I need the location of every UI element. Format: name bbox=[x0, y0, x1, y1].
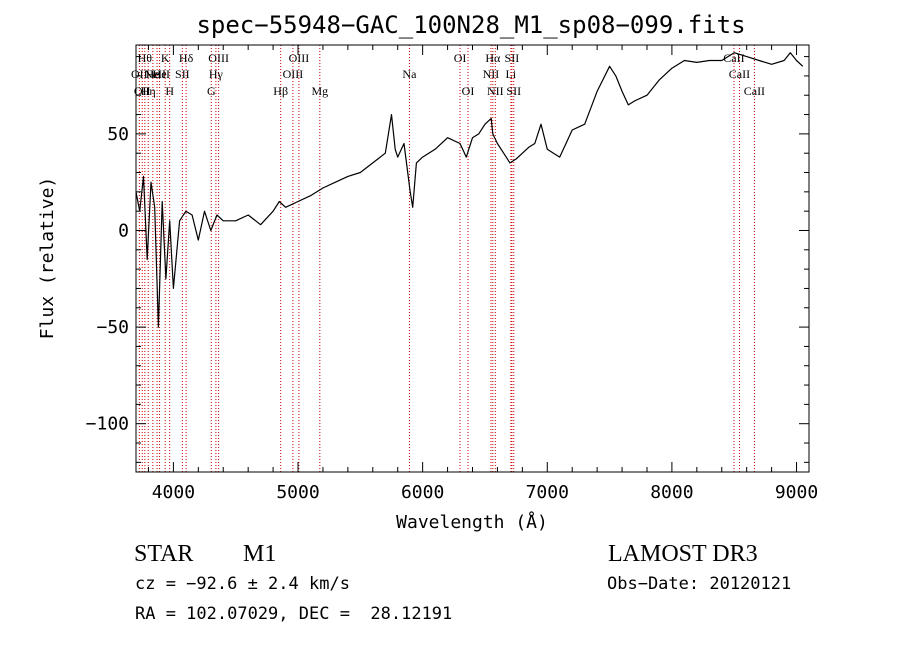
spectral-line-label: He bbox=[146, 67, 160, 81]
spectral-line-label: Hη bbox=[141, 84, 156, 98]
spectral-line-label: OIII bbox=[208, 51, 229, 65]
object-subclass: M1 bbox=[243, 541, 277, 567]
spectrum-line bbox=[135, 52, 804, 328]
spectral-line-label: CaII bbox=[744, 84, 765, 98]
spectral-line-markers bbox=[138, 45, 755, 472]
spectral-line-label: K bbox=[161, 51, 170, 65]
chart-title: spec−55948−GAC_100N28_M1_sp08−099.fits bbox=[196, 11, 745, 39]
spectral-line-label: Na bbox=[402, 67, 417, 81]
spectral-line-label: NII bbox=[483, 67, 500, 81]
spectral-line-label: Hδ bbox=[179, 51, 194, 65]
object-class: STAR bbox=[134, 541, 194, 567]
spectral-line-label: OIII bbox=[289, 51, 310, 65]
ra-dec: RA = 102.07029, DEC = 28.12191 bbox=[135, 604, 453, 624]
spectrum-plot bbox=[135, 52, 804, 328]
spectral-line-label: NeIII bbox=[144, 67, 170, 81]
spectral-line-label: CaII bbox=[729, 67, 750, 81]
x-tick-label: 5000 bbox=[276, 482, 319, 503]
x-tick-label: 4000 bbox=[152, 482, 195, 503]
x-tick-label: 8000 bbox=[650, 482, 693, 503]
spectral-line-label: SII bbox=[175, 67, 190, 81]
spectral-line-label: Hγ bbox=[209, 67, 224, 81]
axis-ticks: 4000 5000 6000 7000 8000 9000 −100 −50 0 50 bbox=[86, 45, 818, 503]
spectral-line-label: H bbox=[165, 84, 174, 98]
spectral-line-label: G bbox=[207, 84, 216, 98]
spectral-line-label: OI bbox=[462, 84, 475, 98]
y-tick-label: 0 bbox=[118, 220, 129, 241]
plot-frame bbox=[135, 44, 810, 473]
spectral-line-label: Hθ bbox=[138, 51, 153, 65]
spectral-line-label: OI bbox=[454, 51, 467, 65]
spectral-line-label: Li bbox=[506, 67, 517, 81]
x-axis-label: Wavelength (Å) bbox=[396, 511, 548, 533]
redshift-cz: cz = −92.6 ± 2.4 km/s bbox=[135, 574, 350, 594]
spectral-line-label: Mg bbox=[311, 84, 328, 98]
y-tick-label: −100 bbox=[86, 414, 129, 435]
spectral-line-label: He bbox=[153, 67, 167, 81]
y-tick-label: −50 bbox=[96, 317, 129, 338]
spectral-line-label: SII bbox=[506, 84, 521, 98]
x-tick-label: 7000 bbox=[526, 482, 569, 503]
spectral-line-label: Hβ bbox=[273, 84, 288, 98]
spectral-line-label: NII bbox=[487, 84, 504, 98]
survey-name: LAMOST DR3 bbox=[608, 541, 758, 567]
spectral-line-label: OII bbox=[134, 84, 151, 98]
obs-date: Obs−Date: 20120121 bbox=[607, 574, 792, 594]
y-tick-label: 50 bbox=[107, 124, 129, 145]
spectral-line-labels: OIIOIIHθHηHeNeIIIHeKHSIIHδGHγOIIIHβOIIIO… bbox=[131, 51, 765, 98]
spectral-line-label: Hα bbox=[485, 51, 501, 65]
spectral-line-label: SII bbox=[505, 51, 520, 65]
y-axis-label: Flux (relative) bbox=[37, 177, 58, 340]
spectral-line-label: OII bbox=[131, 67, 148, 81]
x-tick-label: 6000 bbox=[401, 482, 444, 503]
spectral-line-label: OIII bbox=[283, 67, 304, 81]
x-tick-label: 9000 bbox=[775, 482, 818, 503]
